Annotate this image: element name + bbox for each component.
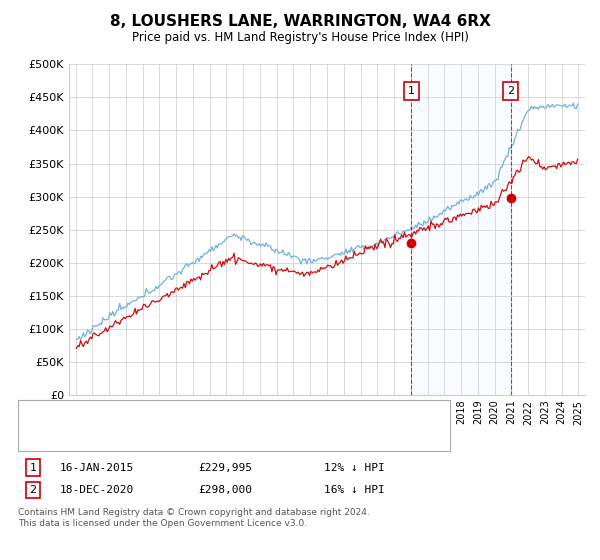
Text: 16% ↓ HPI: 16% ↓ HPI <box>324 485 385 495</box>
Text: ────: ──── <box>33 412 63 426</box>
Text: 2: 2 <box>507 86 514 96</box>
Text: £298,000: £298,000 <box>198 485 252 495</box>
Text: £229,995: £229,995 <box>198 463 252 473</box>
Bar <box>412 64 511 395</box>
Text: HPI: Average price, detached house, Warrington: HPI: Average price, detached house, Warr… <box>72 433 323 443</box>
Text: 1: 1 <box>408 86 415 96</box>
Text: 1: 1 <box>29 463 37 473</box>
Text: 8, LOUSHERS LANE, WARRINGTON, WA4 6RX (detached house): 8, LOUSHERS LANE, WARRINGTON, WA4 6RX (d… <box>72 414 399 424</box>
Text: Price paid vs. HM Land Registry's House Price Index (HPI): Price paid vs. HM Land Registry's House … <box>131 31 469 44</box>
Text: 2: 2 <box>29 485 37 495</box>
Text: 12% ↓ HPI: 12% ↓ HPI <box>324 463 385 473</box>
Text: 8, LOUSHERS LANE, WARRINGTON, WA4 6RX: 8, LOUSHERS LANE, WARRINGTON, WA4 6RX <box>110 14 490 29</box>
Text: Contains HM Land Registry data © Crown copyright and database right 2024.
This d: Contains HM Land Registry data © Crown c… <box>18 508 370 528</box>
Text: ────: ──── <box>33 431 63 445</box>
Text: 18-DEC-2020: 18-DEC-2020 <box>60 485 134 495</box>
Text: 16-JAN-2015: 16-JAN-2015 <box>60 463 134 473</box>
